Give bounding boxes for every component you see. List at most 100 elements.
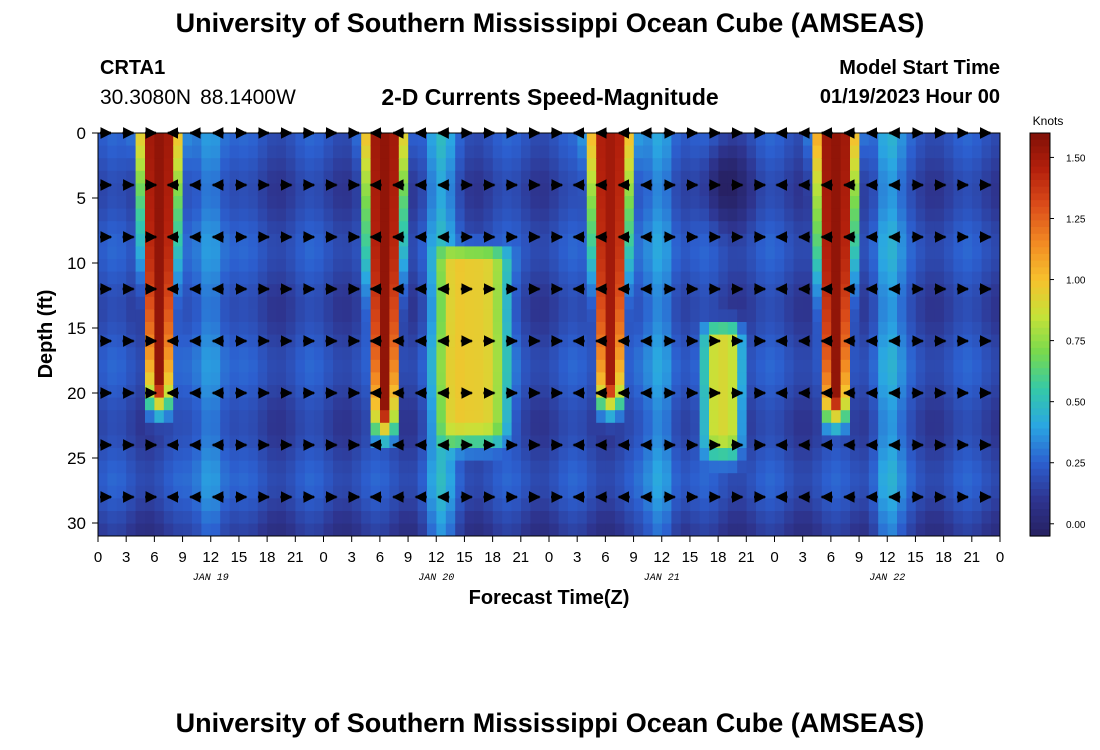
heatmap-cell — [737, 385, 748, 399]
heatmap-cell — [737, 511, 748, 525]
heatmap-cell — [793, 246, 804, 260]
heatmap-cell — [370, 385, 381, 399]
heatmap-cell — [455, 296, 466, 310]
heatmap-cell — [793, 259, 804, 273]
heatmap-cell — [859, 498, 870, 512]
heatmap-cell — [934, 259, 945, 273]
heatmap-cell — [248, 460, 259, 474]
heatmap-cell — [615, 448, 625, 462]
heatmap-cell — [793, 208, 804, 222]
heatmap-cell — [972, 322, 983, 336]
heatmap-cell — [154, 271, 165, 285]
heatmap-cell — [229, 460, 240, 474]
heatmap-cell — [972, 372, 983, 386]
heatmap-cell — [173, 158, 184, 172]
heatmap-cell — [314, 410, 325, 424]
heatmap-cell — [840, 158, 851, 172]
heatmap-cell — [925, 296, 936, 310]
colorbar-swatch — [1030, 341, 1050, 349]
heatmap-cell — [267, 473, 278, 487]
heatmap-cell — [483, 347, 494, 361]
heatmap-cell — [549, 422, 560, 436]
heatmap-cell — [145, 158, 155, 172]
heatmap-cell — [793, 498, 804, 512]
heatmap-cell — [483, 221, 494, 235]
heatmap-cell — [361, 158, 372, 172]
heatmap-cell — [812, 271, 823, 285]
heatmap-cell — [812, 498, 823, 512]
heatmap-cell — [351, 296, 362, 310]
heatmap-cell — [455, 322, 466, 336]
heatmap-cell — [671, 246, 682, 260]
heatmap-cell — [445, 158, 456, 172]
heatmap-cell — [671, 523, 682, 536]
heatmap-cell — [361, 473, 372, 487]
heatmap-cell — [662, 498, 672, 512]
heatmap-cell — [586, 359, 597, 373]
heatmap-cell — [342, 296, 353, 310]
heatmap-cell — [605, 523, 616, 536]
heatmap-cell — [915, 448, 926, 462]
heatmap-cell — [915, 460, 926, 474]
heatmap-cell — [257, 422, 268, 436]
heatmap-cell — [380, 511, 390, 525]
heatmap-cell — [737, 246, 748, 260]
heatmap-cell — [286, 309, 296, 323]
heatmap-cell — [972, 233, 983, 247]
heatmap-cell — [192, 435, 202, 449]
colorbar-tick-label: 0.00 — [1066, 520, 1086, 531]
heatmap-cell — [408, 498, 419, 512]
heatmap-cell — [107, 183, 118, 197]
heatmap-cell — [803, 259, 813, 273]
heatmap-cell — [690, 498, 701, 512]
heatmap-cell — [944, 158, 954, 172]
heatmap-cell — [756, 158, 766, 172]
heatmap-cell — [671, 422, 682, 436]
heatmap-cell — [868, 158, 879, 172]
heatmap-cell — [831, 259, 842, 273]
heatmap-cell — [953, 511, 964, 525]
heatmap-cell — [116, 259, 127, 273]
heatmap-cell — [878, 309, 889, 323]
heatmap-cell — [474, 511, 484, 525]
heatmap-cell — [182, 498, 193, 512]
heatmap-cell — [934, 208, 945, 222]
heatmap-cell — [342, 221, 353, 235]
heatmap-cell — [417, 385, 428, 399]
colorbar-swatch — [1030, 401, 1050, 409]
heatmap-cell — [652, 246, 663, 260]
heatmap-cell — [915, 158, 926, 172]
heatmap-cell — [605, 309, 616, 323]
heatmap-cell — [709, 158, 719, 172]
heatmap-cell — [163, 170, 174, 184]
heatmap-cell — [380, 271, 390, 285]
heatmap-cell — [389, 460, 400, 474]
heatmap-cell — [652, 259, 663, 273]
heatmap-cell — [718, 284, 729, 298]
heatmap-cell — [333, 246, 343, 260]
heatmap-cell — [925, 397, 936, 411]
heatmap-cell — [586, 208, 597, 222]
colorbar-swatch — [1030, 166, 1050, 174]
heatmap-cell — [135, 385, 146, 399]
heatmap-cell — [878, 208, 889, 222]
colorbar-swatch — [1030, 415, 1050, 423]
heatmap-cell — [474, 246, 484, 260]
heatmap-cell — [906, 397, 917, 411]
heatmap-cell — [662, 158, 672, 172]
heatmap-cell — [116, 334, 127, 348]
heatmap-cell — [201, 385, 212, 399]
heatmap-cell — [765, 435, 776, 449]
heatmap-cell — [427, 359, 437, 373]
heatmap-cell — [116, 196, 127, 210]
heatmap-cell — [192, 208, 202, 222]
heatmap-cell — [897, 133, 907, 147]
heatmap-cell — [220, 359, 231, 373]
heatmap-cell — [229, 511, 240, 525]
heatmap-cell — [699, 145, 710, 159]
heatmap-cell — [633, 309, 644, 323]
heatmap-cell — [868, 435, 879, 449]
heatmap-cell — [633, 523, 644, 536]
heatmap-cell — [605, 485, 616, 499]
heatmap-cell — [981, 309, 992, 323]
